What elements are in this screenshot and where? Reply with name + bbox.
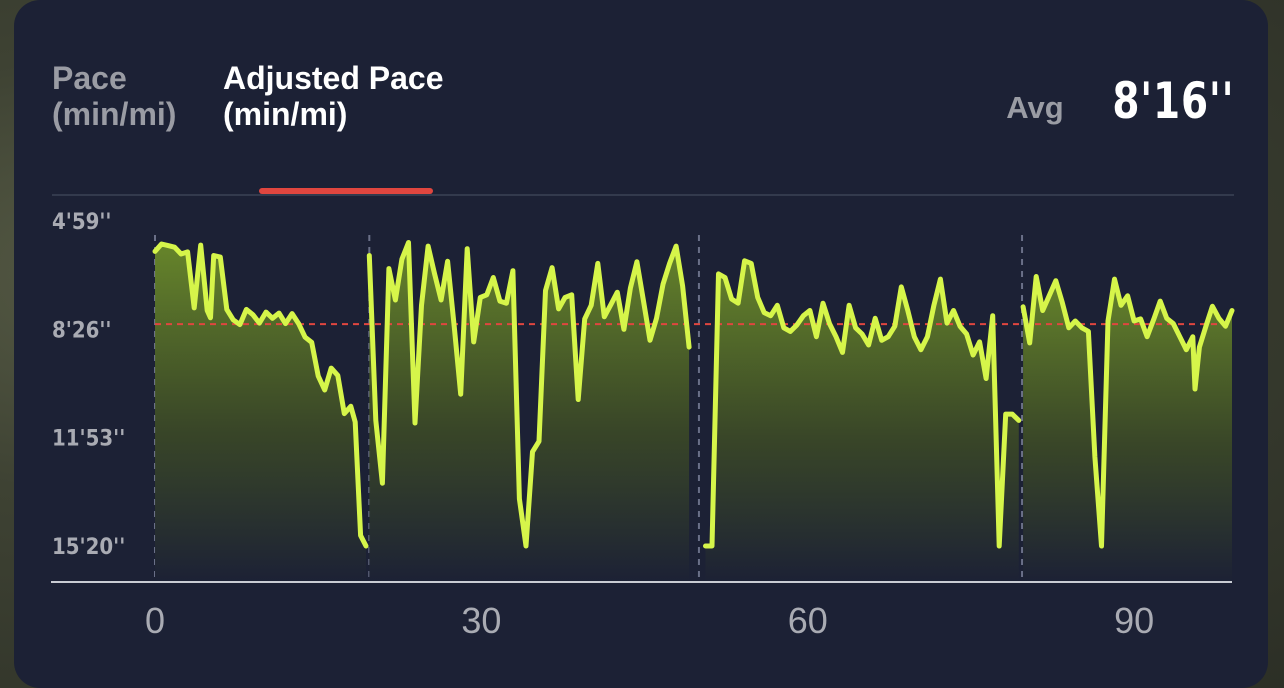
y-tick-label: 8'26'': [52, 318, 112, 343]
active-tab-indicator: [259, 188, 433, 194]
pace-line-segment: [366, 240, 692, 549]
pace-area-segment: [369, 242, 690, 582]
tab-pace-unit: (min/mi): [52, 96, 177, 132]
y-tick-label: 11'53'': [52, 427, 125, 452]
average-pace-summary: Avg 8'16'': [1006, 72, 1234, 130]
x-tick-label: 30: [461, 600, 501, 641]
pace-line-segment: [703, 258, 1022, 549]
pace-area-segment: [1023, 276, 1232, 582]
average-label: Avg: [1006, 90, 1064, 125]
tab-pace[interactable]: Pace (min/mi): [52, 60, 176, 132]
pace-line-segment: [152, 241, 369, 549]
y-tick-label: 15'20'': [52, 535, 125, 560]
average-value: 8'16'': [1112, 72, 1234, 130]
pace-area-segment: [155, 244, 367, 582]
tab-adjusted-pace-unit: (min/mi): [223, 96, 348, 132]
y-tick-label: 4'59'': [52, 210, 112, 235]
x-tick-label: 90: [1114, 600, 1154, 641]
x-tick-label: 0: [145, 600, 165, 641]
x-tick-label: 60: [788, 600, 828, 641]
pace-line-segment: [1020, 274, 1235, 549]
pace-area-segment: [705, 260, 1019, 582]
tab-adjusted-pace[interactable]: Adjusted Pace (min/mi): [223, 60, 444, 132]
tab-pace-title: Pace: [52, 60, 127, 96]
header-divider: [52, 194, 1234, 196]
tab-adjusted-pace-title: Adjusted Pace: [223, 60, 444, 96]
